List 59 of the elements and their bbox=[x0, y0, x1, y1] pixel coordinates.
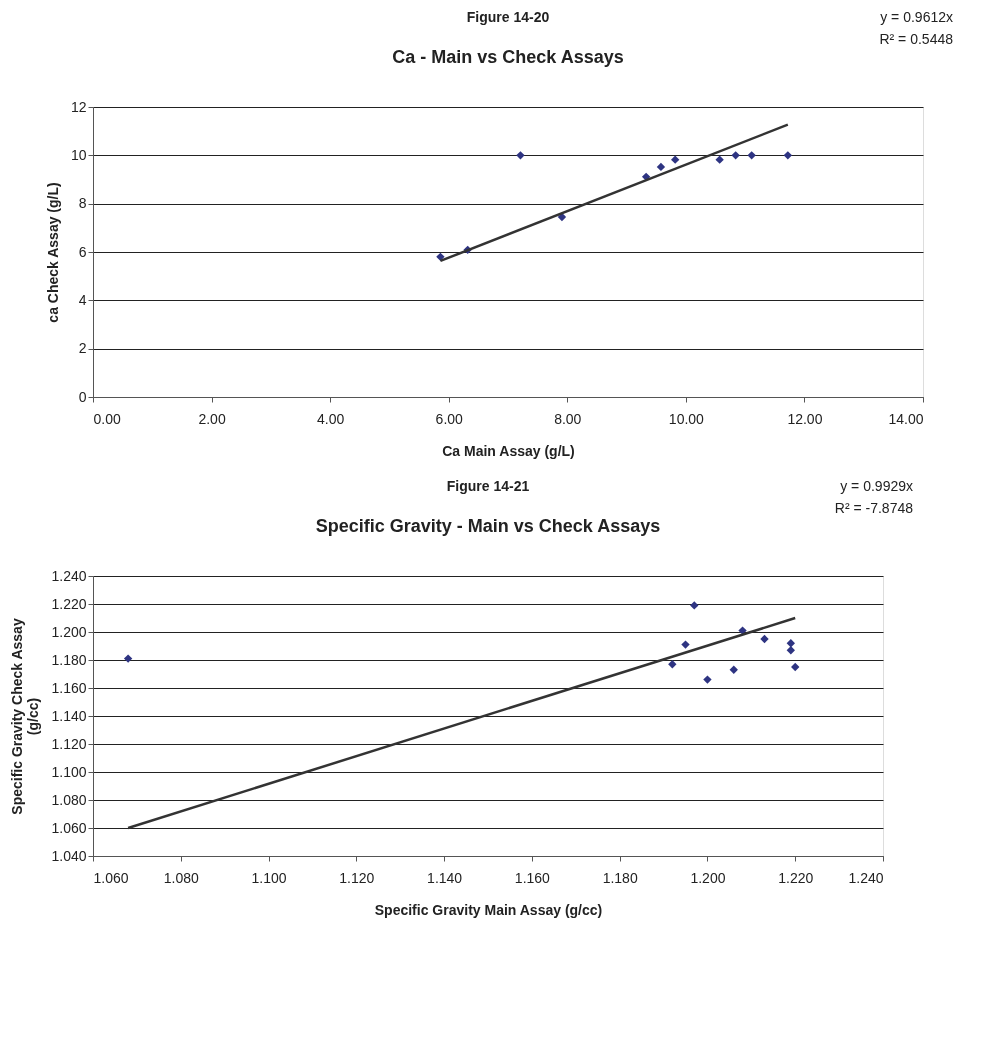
x-axis-title: Specific Gravity Main Assay (g/cc) bbox=[374, 901, 603, 918]
x-tick-label: 1.240 bbox=[848, 869, 884, 886]
y-axis-title: Specific Gravity Check Assay (g/cc) bbox=[9, 618, 42, 815]
y-tick-label: 1.240 bbox=[51, 567, 87, 584]
point bbox=[703, 675, 712, 684]
x-tick-label: 14.00 bbox=[888, 410, 924, 427]
y-tick-label: 1.060 bbox=[51, 819, 87, 836]
y-tick-label: 1.140 bbox=[51, 707, 87, 724]
y-axis-title: ca Check Assay (g/L) bbox=[44, 182, 61, 323]
x-tick-label: 1.200 bbox=[690, 869, 726, 886]
x-tick-label: 1.140 bbox=[427, 869, 463, 886]
x-tick-label: 1.220 bbox=[778, 869, 814, 886]
chart-title: Specific Gravity - Main vs Check Assays bbox=[315, 516, 661, 536]
x-tick-label: 6.00 bbox=[435, 410, 464, 427]
caption: Figure 14-21 bbox=[446, 478, 530, 494]
y-tick-label: 12 bbox=[70, 98, 87, 115]
y-tick-label: 1.200 bbox=[51, 623, 87, 640]
text: y = 0.9612x bbox=[880, 9, 953, 25]
y-tick-label: 10 bbox=[70, 146, 87, 163]
y-tick-label: 4 bbox=[78, 291, 87, 308]
x-tick-label: 0.00 bbox=[93, 410, 121, 427]
y-tick-label: 8 bbox=[78, 195, 87, 212]
point bbox=[123, 654, 133, 663]
text: R² = -7.8748 bbox=[834, 500, 914, 516]
point bbox=[668, 660, 677, 669]
x-axis-title: Ca Main Assay (g/L) bbox=[442, 442, 575, 459]
y-tick-label: 1.220 bbox=[51, 595, 87, 612]
point bbox=[681, 640, 690, 649]
point bbox=[760, 634, 769, 644]
x-tick-label: 1.100 bbox=[251, 869, 287, 886]
x-tick-label: 12.00 bbox=[787, 410, 823, 427]
y-tick-label: 1.120 bbox=[51, 735, 87, 752]
y-tick-label: 1.160 bbox=[51, 679, 87, 696]
point bbox=[786, 646, 796, 655]
text: R² = 0.5448 bbox=[879, 31, 954, 47]
point bbox=[786, 639, 796, 648]
y-tick-label: 6 bbox=[78, 243, 87, 260]
x-tick-label: 1.160 bbox=[514, 869, 551, 886]
y-tick-label: 1.080 bbox=[51, 791, 87, 808]
y-tick-label: 1.040 bbox=[51, 847, 87, 864]
x-tick-label: 4.00 bbox=[317, 410, 345, 427]
x-tick-label: 1.060 bbox=[93, 869, 129, 886]
point bbox=[729, 665, 738, 674]
x-tick-label: 1.120 bbox=[339, 869, 375, 886]
x-tick-label: 1.180 bbox=[602, 869, 638, 886]
chart-title: Ca - Main vs Check Assays bbox=[392, 47, 624, 67]
point bbox=[791, 662, 800, 672]
text: y = 0.9929x bbox=[840, 478, 913, 494]
caption: Figure 14-20 bbox=[466, 9, 550, 25]
y-tick-label: 1.100 bbox=[51, 763, 87, 780]
y-tick-label: 1.180 bbox=[51, 651, 87, 668]
y-tick-label: 0 bbox=[78, 388, 87, 405]
point bbox=[738, 626, 747, 635]
point bbox=[690, 601, 699, 610]
x-tick-label: 8.00 bbox=[554, 410, 582, 427]
x-tick-label: 2.00 bbox=[198, 410, 226, 427]
x-tick-label: 1.080 bbox=[163, 869, 199, 886]
y-tick-label: 2 bbox=[78, 340, 87, 357]
x-tick-label: 10.00 bbox=[668, 410, 705, 427]
